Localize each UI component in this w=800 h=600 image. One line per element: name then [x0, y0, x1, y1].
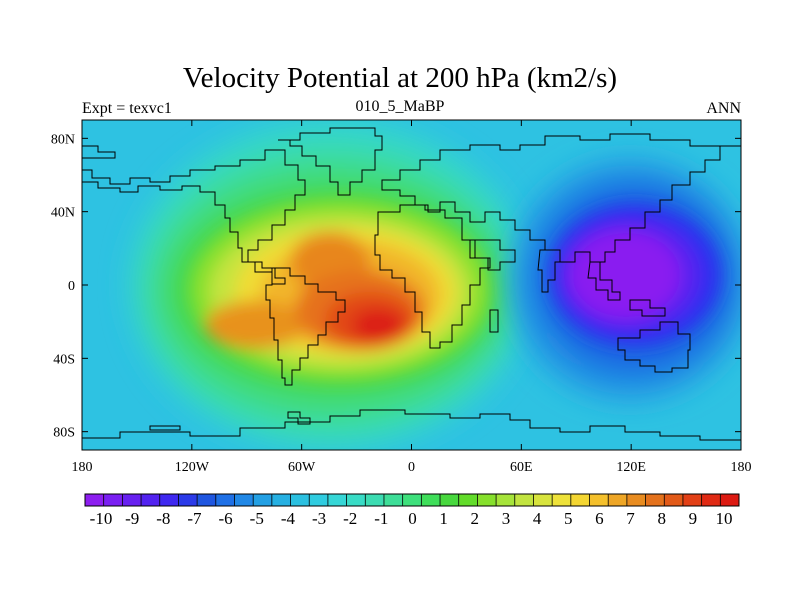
colorbar-swatch — [458, 494, 478, 506]
colorbar-swatch — [701, 494, 721, 506]
colorbar-swatch — [253, 494, 273, 506]
colorbar-swatch — [309, 494, 329, 506]
colorbar-swatch — [421, 494, 441, 506]
colorbar-swatch — [85, 494, 104, 506]
coastline-europe-asia — [381, 133, 721, 263]
coastline-arabia-india — [469, 239, 561, 293]
colorbar-swatch — [570, 494, 590, 506]
coastlines — [82, 127, 741, 441]
colorbar-label: -6 — [219, 509, 233, 528]
colorbar-label: 8 — [657, 509, 666, 528]
colorbar-swatch — [589, 494, 609, 506]
coastline-australia — [617, 321, 691, 373]
coastline-greenland — [278, 127, 383, 196]
colorbar-label: 2 — [471, 509, 480, 528]
colorbar-swatch — [608, 494, 628, 506]
coastline-east-siberia — [82, 145, 741, 159]
lon-tick-label: 120W — [175, 460, 210, 475]
colorbar-frame — [84, 493, 740, 507]
colorbar-swatch — [477, 494, 497, 506]
colorbar-swatch — [122, 494, 142, 506]
colorbar-label: -7 — [187, 509, 202, 528]
lat-tick-label: 40N — [51, 206, 75, 221]
lat-tick-label: 40S — [53, 352, 75, 367]
colorbar-label: -2 — [343, 509, 357, 528]
lat-tick-label: 80N — [51, 132, 75, 147]
coastline-antarctic-peninsula — [287, 411, 311, 425]
colorbar-label: -3 — [312, 509, 326, 528]
colorbar-swatch — [290, 494, 310, 506]
negative-core — [570, 231, 680, 319]
colorbar: -10 -9 -8 -7 -6 -5 -4 -3 -2 -1 0 1 2 3 4 5 6 7 8 9 10 — [84, 493, 740, 528]
colorbar-label: 7 — [626, 509, 635, 528]
colorbar-label: -1 — [374, 509, 388, 528]
colorbar-label: 9 — [689, 509, 698, 528]
colorbar-swatch — [440, 494, 460, 506]
map-axes: 180 120W 60W 0 60E 120E 180 80N 40N 0 40S 80S — [51, 120, 752, 475]
colorbar-swatch — [327, 494, 347, 506]
lon-tick-label: 60W — [288, 460, 316, 475]
colorbar-label: 4 — [533, 509, 542, 528]
colorbar-label: 0 — [408, 509, 417, 528]
colorbar-swatch — [178, 494, 198, 506]
lon-tick-label: 0 — [408, 460, 415, 475]
colorbar-label: -4 — [281, 509, 296, 528]
contour-field — [82, 120, 741, 450]
colorbar-label: 1 — [439, 509, 448, 528]
colorbar-label: 5 — [564, 509, 573, 528]
colorbar-swatch — [365, 494, 385, 506]
colorbar-swatch — [645, 494, 665, 506]
colorbar-label: -10 — [90, 509, 113, 528]
colorbar-label: -9 — [125, 509, 139, 528]
colorbar-swatch — [215, 494, 235, 506]
lat-tick-label: 80S — [53, 426, 75, 441]
colorbar-label: -5 — [250, 509, 264, 528]
colorbar-label: 6 — [595, 509, 604, 528]
colorbar-swatch — [159, 494, 179, 506]
coastline-antarctica — [82, 409, 741, 441]
lon-tick-label: 180 — [72, 460, 93, 475]
coastline-africa — [374, 204, 491, 349]
colorbar-swatch — [626, 494, 646, 506]
case-label: 010_5_MaBP — [355, 98, 445, 115]
coastline-north-america — [82, 149, 306, 285]
colorbar-swatch — [682, 494, 702, 506]
coastline-ice-shelf — [149, 425, 181, 431]
coastline-south-america — [265, 267, 346, 386]
colorbar-label: -8 — [156, 509, 170, 528]
lon-tick-label: 120E — [616, 460, 646, 475]
colorbar-swatch — [141, 494, 161, 506]
lon-tick-label: 60E — [510, 460, 533, 475]
lat-tick-label: 0 — [68, 279, 75, 294]
colorbar-label: 10 — [716, 509, 733, 528]
colorbar-swatch — [103, 494, 123, 506]
lon-tick-label: 180 — [731, 460, 752, 475]
colorbar-label: 3 — [502, 509, 511, 528]
colorbar-swatch — [402, 494, 422, 506]
colorbar-swatch — [197, 494, 217, 506]
colorbar-swatch — [234, 494, 254, 506]
season-label: ANN — [706, 100, 741, 117]
positive-core — [352, 309, 404, 341]
plot-title: Velocity Potential at 200 hPa (km2/s) — [182, 62, 618, 94]
coastline-madagascar — [489, 309, 499, 333]
colorbar-swatch — [552, 494, 572, 506]
coastline-southeast-asia — [587, 261, 666, 317]
positive-lobe-west — [205, 301, 305, 349]
colorbar-swatch — [496, 494, 516, 506]
colorbar-swatch — [720, 494, 740, 506]
colorbar-swatch — [383, 494, 403, 506]
colorbar-swatch — [346, 494, 366, 506]
colorbar-swatch — [271, 494, 291, 506]
experiment-label: Expt = texvc1 — [82, 100, 172, 117]
colorbar-swatch — [533, 494, 553, 506]
colorbar-swatch — [514, 494, 534, 506]
colorbar-swatch — [664, 494, 684, 506]
